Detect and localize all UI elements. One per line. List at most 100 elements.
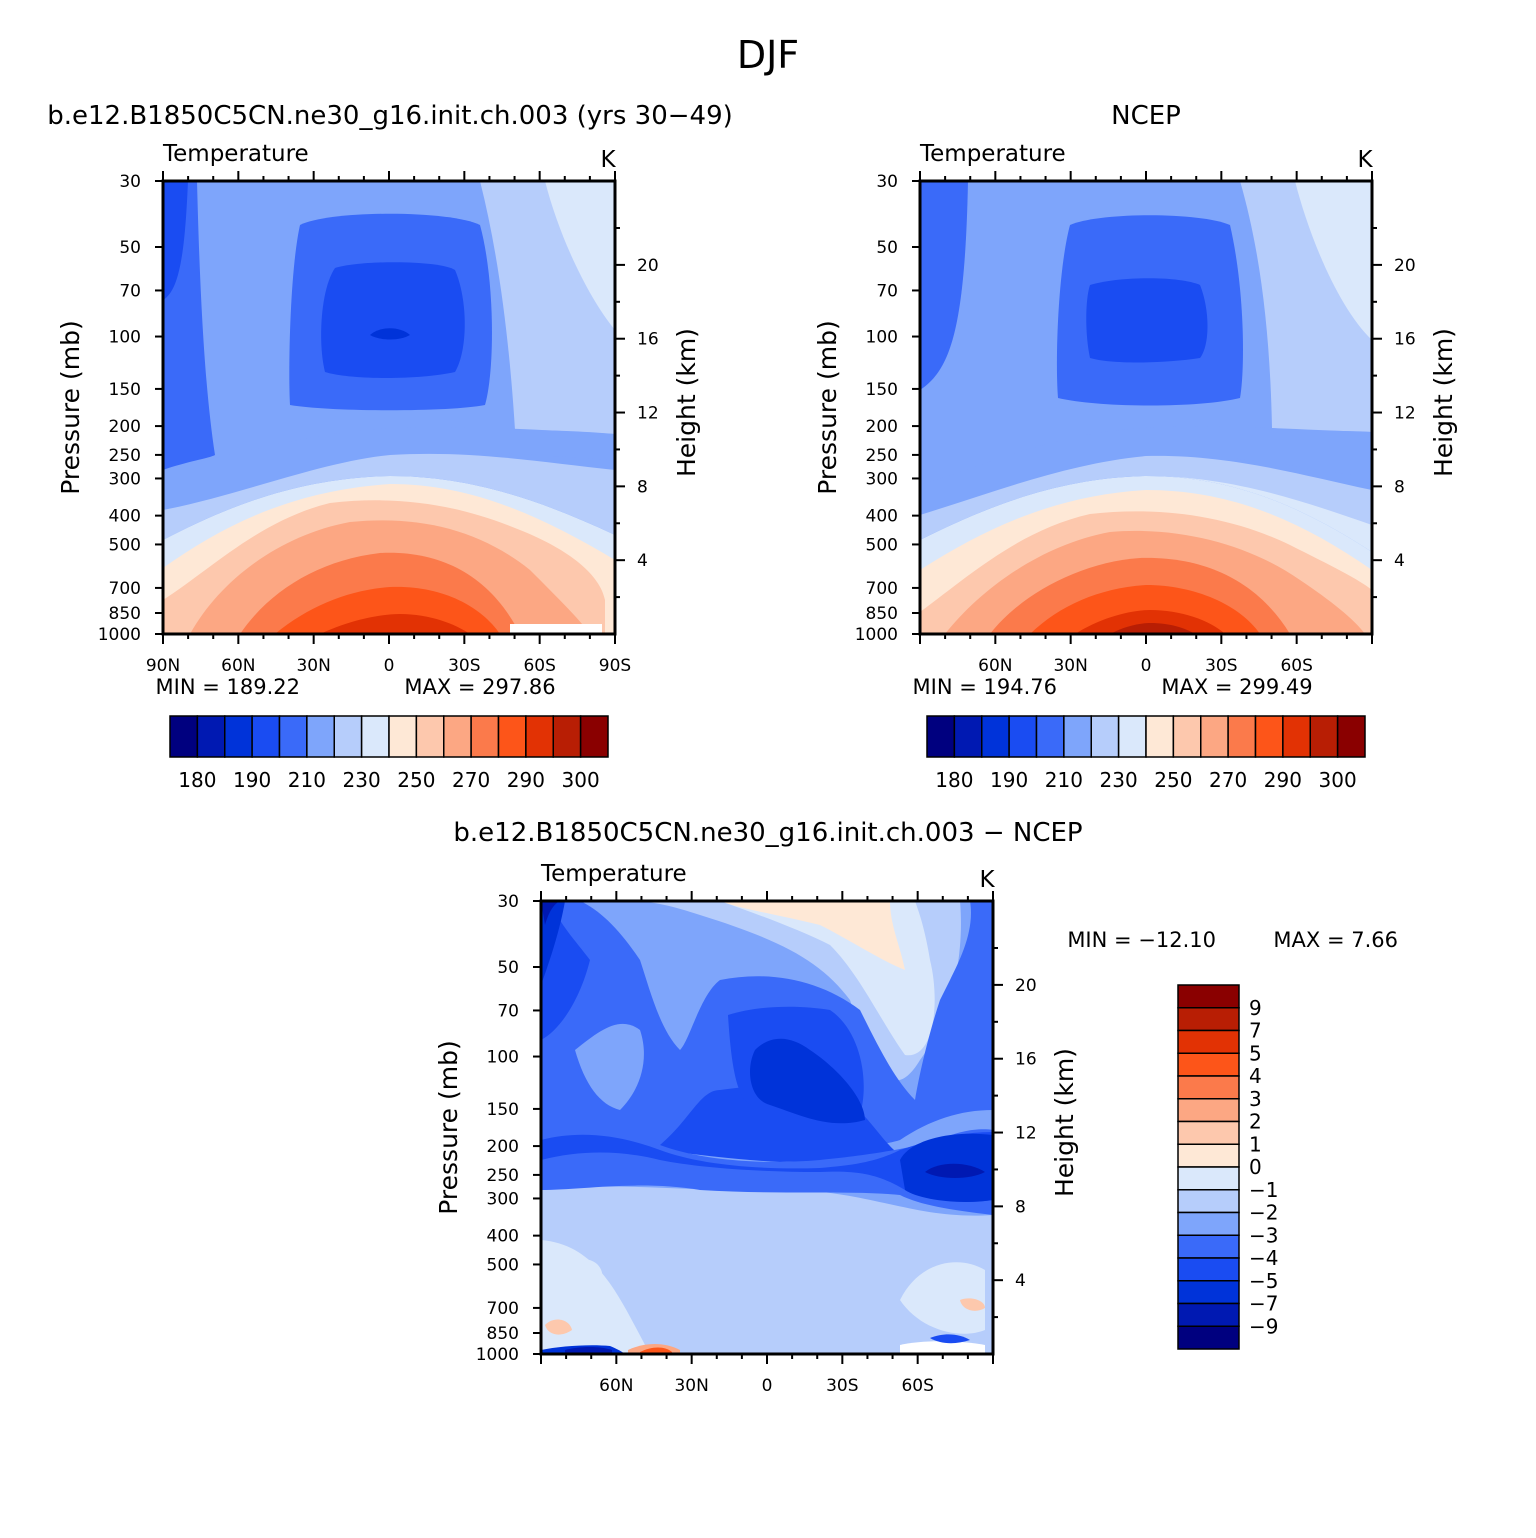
panel-ncep-colorbar-swatch (1282, 715, 1311, 758)
panel-model-colorbar-swatch (169, 715, 199, 758)
panel-model-xtick-label: 0 (384, 656, 395, 676)
panel-ncep-colorbar-swatch (1309, 715, 1339, 758)
panel-ncep-ytick-label: 70 (876, 281, 898, 301)
panel-model-colorbar-label: 250 (397, 768, 435, 792)
panel-model-rtick-label: 12 (637, 404, 659, 424)
panel-model-rtick-label: 16 (637, 330, 659, 350)
panel-diff-colorbar-swatch (1177, 1075, 1240, 1100)
panel-ncep-ytick-label: 850 (866, 604, 898, 624)
panel-ncep-colorbar-label: 300 (1319, 768, 1357, 792)
panel-diff-colorbar-swatch (1177, 1302, 1240, 1327)
panel-ncep-label: Temperature (919, 141, 1066, 167)
panel-diff-ytick-label: 200 (487, 1137, 519, 1157)
panel-diff-colorbar-swatch (1177, 1052, 1240, 1077)
panel-model-colorbar-swatch (388, 715, 418, 758)
panel-ncep-colorbar-swatch (1227, 715, 1257, 758)
panel-ncep-title: NCEP (1111, 101, 1181, 131)
panel-diff-ytick-label: 100 (487, 1048, 519, 1068)
panel-diff-ytick-label: 500 (487, 1255, 519, 1275)
panel-ncep-rtick-label: 20 (1394, 256, 1416, 276)
panel-model-label: Temperature (162, 141, 309, 167)
panel-diff-colorbar-swatch (1177, 1029, 1240, 1054)
panel-diff-colorbar-label: −9 (1249, 1314, 1278, 1338)
panel-model-field (163, 181, 615, 634)
panel-ncep-ytick-label: 100 (866, 328, 898, 348)
panel-model-ytick-label: 200 (109, 417, 141, 437)
panel-ncep-colorbar-swatch (1117, 715, 1147, 758)
panel-model-rtick-label: 4 (637, 551, 648, 571)
panel-ncep-colorbar-swatch (1090, 715, 1120, 758)
panel-model-title: b.e12.B1850C5CN.ne30_g16.init.ch.003 (yr… (47, 101, 733, 131)
panel-model-colorbar-swatch (278, 715, 308, 758)
panel-diff-colorbar-swatch (1177, 1120, 1240, 1145)
panel-diff-colorbar-label: −5 (1249, 1269, 1278, 1293)
panel-model-colorbar-swatch (525, 715, 554, 758)
panel-ncep-colorbar: 180 190 210 230 250 270 290 300 (926, 715, 1366, 792)
panel-ncep-colorbar-label: 190 (990, 768, 1028, 792)
panel-diff-ytick-label: 400 (487, 1227, 519, 1247)
panel-diff-ytick-label: 300 (487, 1189, 519, 1209)
panel-diff-colorbar-label: 5 (1249, 1041, 1262, 1065)
panel-diff-colorbar-swatch (1177, 1007, 1240, 1032)
panel-diff-min: MIN = −12.10 (1067, 928, 1216, 952)
panel-diff-colorbar-swatch (1177, 1166, 1240, 1191)
panel-diff-colorbar-label: 7 (1249, 1019, 1262, 1043)
panel-model-ytick-label: 250 (109, 446, 141, 466)
panel-ncep-xtick-label: 60N (978, 656, 1012, 676)
panel-diff-ytick-label: 30 (497, 892, 519, 912)
panel-diff-colorbar-label: −2 (1249, 1201, 1278, 1225)
panel-model-xtick-label: 60S (523, 656, 555, 676)
panel-ncep-colorbar-label: 210 (1045, 768, 1083, 792)
panel-diff-rtick-label: 16 (1015, 1050, 1037, 1070)
panel-model-colorbar-label: 230 (343, 768, 381, 792)
panel-ncep-xtick-label: 30N (1053, 656, 1087, 676)
panel-diff-ytick-label: 70 (497, 1001, 519, 1021)
panel-model-ytick-label: 30 (119, 172, 141, 192)
panel-model-rtick-label: 20 (637, 256, 659, 276)
panel-ncep-colorbar-swatch (981, 715, 1010, 758)
panel-model-colorbar-swatch (306, 715, 335, 758)
panel-diff-ytick-label: 850 (487, 1324, 519, 1344)
panel-diff-ytick-label: 150 (487, 1100, 519, 1120)
panel-ncep-units: K (1357, 147, 1373, 173)
panel-diff-colorbar-label: −3 (1249, 1223, 1278, 1247)
panel-model-xtick-label: 30S (448, 656, 480, 676)
panel-diff-colorbar-label: −1 (1249, 1178, 1278, 1202)
panel-ncep-ytick-label: 200 (866, 417, 898, 437)
panel-diff-colorbar-swatch (1177, 1234, 1240, 1259)
panel-model-colorbar-swatch (333, 715, 363, 758)
panel-ncep-ytick-label: 1000 (855, 625, 898, 645)
panel-diff-colorbar-swatch (1177, 1280, 1240, 1305)
panel-model-ytick-label: 70 (119, 281, 141, 301)
panel-model-colorbar-swatch (360, 715, 390, 758)
panel-model-colorbar-swatch (224, 715, 253, 758)
panel-ncep: NCEP Temperature K 305070100150200250300… (813, 101, 1458, 792)
panel-ncep-xtick-label: 0 (1141, 656, 1152, 676)
panel-ncep-ytick-label: 700 (866, 579, 898, 599)
panel-ncep-colorbar-label: 250 (1154, 768, 1192, 792)
panel-diff-xtick-label: 60N (599, 1376, 633, 1396)
panel-model-xtick-label: 60N (221, 656, 255, 676)
panel-ncep-colorbar-swatch (953, 715, 983, 758)
panel-model-colorbar-label: 270 (452, 768, 490, 792)
panel-diff: b.e12.B1850C5CN.ne30_g16.init.ch.003 − N… (434, 818, 1398, 1396)
panel-model-units: K (600, 147, 616, 173)
panel-model-ytick-label: 1000 (98, 625, 141, 645)
panel-diff-ytick-label: 1000 (476, 1345, 519, 1365)
figure-title: DJF (737, 33, 799, 77)
panel-ncep-ytick-label: 500 (866, 535, 898, 555)
panel-diff-ytick-label: 700 (487, 1299, 519, 1319)
panel-model-colorbar: 180 190 210 230 250 270 290 300 (169, 715, 609, 792)
panel-diff-colorbar-label: −4 (1249, 1246, 1278, 1270)
panel-diff-colorbar-label: −7 (1249, 1292, 1278, 1316)
panel-model-colorbar-swatch (470, 715, 500, 758)
panel-model-colorbar-label: 190 (233, 768, 271, 792)
panel-ncep-rtick-label: 8 (1394, 477, 1405, 497)
panel-diff-colorbar-label: 4 (1249, 1064, 1262, 1088)
panel-ncep-colorbar-label: 230 (1100, 768, 1138, 792)
